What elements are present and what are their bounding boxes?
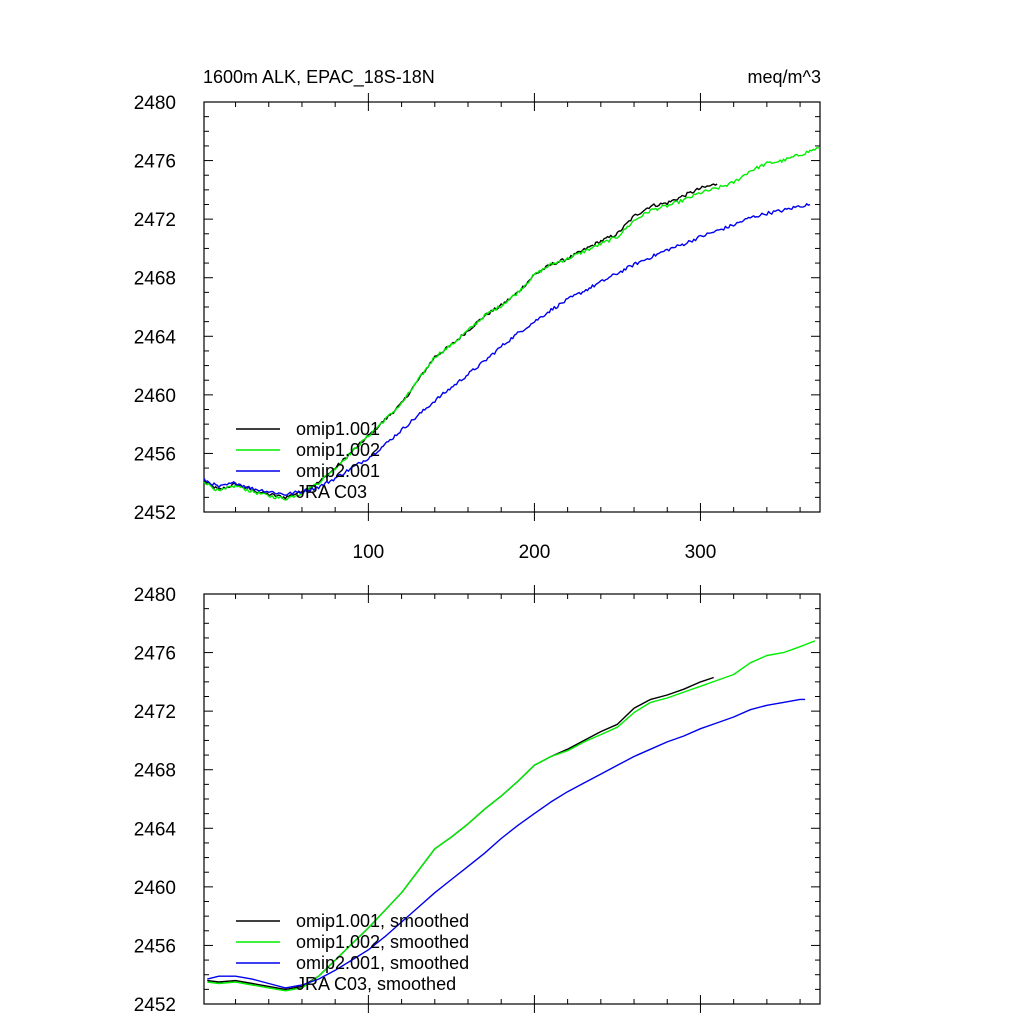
top-panel: 2452 2456 2460 2464 2468 2472 2476 2480 100 200 30… xyxy=(134,93,821,563)
legend-label: omip1.002 xyxy=(296,440,380,460)
y-tick-label: 2476 xyxy=(134,152,176,173)
y-tick-label: 2456 xyxy=(134,444,176,465)
y-tick-label: 2464 xyxy=(134,327,177,348)
series-line xyxy=(207,640,816,992)
y-tick-label: 2460 xyxy=(134,386,176,407)
y-tick-label: 2468 xyxy=(134,269,176,290)
series-line xyxy=(207,698,806,989)
legend-label: omip1.002, smoothed xyxy=(296,932,469,952)
series-line xyxy=(203,183,718,500)
y-tick-label: 2460 xyxy=(134,878,176,899)
bottom-panel: 2452 2456 2460 2464 2468 2472 2476 2480 omip1.00… xyxy=(134,585,821,1016)
series-line xyxy=(203,203,811,496)
legend-label: JRA C03 xyxy=(296,482,367,502)
y-tick-label: 2452 xyxy=(134,995,176,1016)
y-tick-label: 2464 xyxy=(134,819,177,840)
y-tick-label: 2476 xyxy=(134,644,176,665)
legend-label: omip2.001 xyxy=(296,461,380,481)
chart-title: 1600m ALK, EPAC_18S-18N xyxy=(203,67,435,88)
x-tick-label: 300 xyxy=(685,542,717,563)
x-tick-label: 100 xyxy=(353,542,385,563)
legend-label: omip1.001 xyxy=(296,419,380,439)
legend-label: JRA C03, smoothed xyxy=(296,974,456,994)
y-tick-label: 2468 xyxy=(134,761,176,782)
y-tick-label: 2452 xyxy=(134,503,176,524)
y-tick-label: 2472 xyxy=(134,210,176,231)
y-tick-label: 2472 xyxy=(134,702,176,723)
y-tick-label: 2480 xyxy=(134,585,176,606)
legend-label: omip2.001, smoothed xyxy=(296,953,469,973)
y-tick-label: 2456 xyxy=(134,936,176,957)
legend-label: omip1.001, smoothed xyxy=(296,911,469,931)
units-label: meq/m^3 xyxy=(748,67,821,87)
x-tick-label: 200 xyxy=(519,542,551,563)
y-tick-label: 2480 xyxy=(134,93,176,114)
